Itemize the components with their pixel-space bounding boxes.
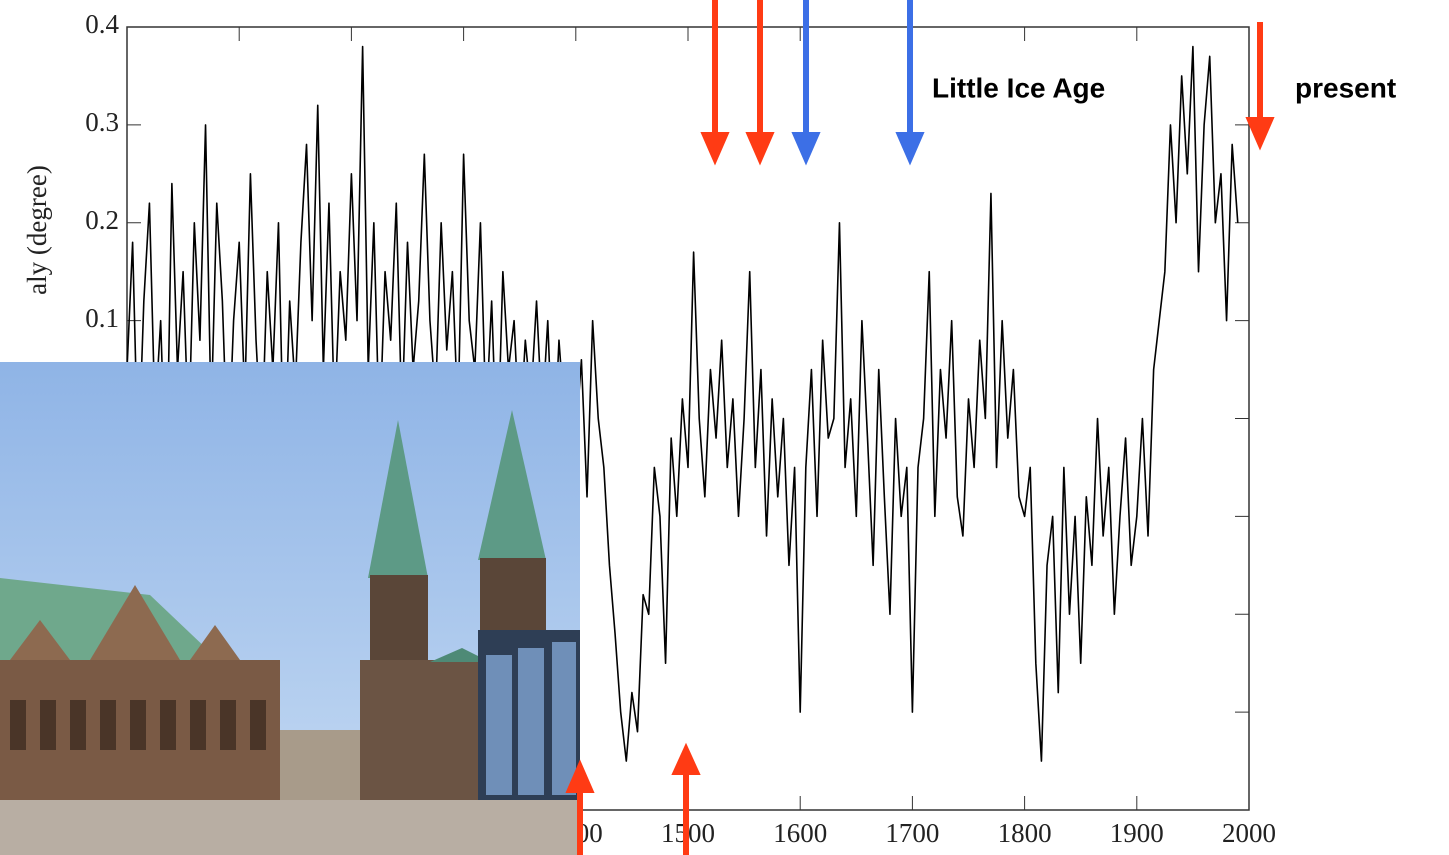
annotation: Little Ice Age: [932, 72, 1105, 103]
x-tick-label: 1900: [1110, 818, 1164, 848]
y-tick-label: -0.2: [76, 596, 119, 626]
x-tick-label: 1200: [324, 818, 378, 848]
x-tick-label: 1000: [100, 818, 154, 848]
x-tick-label: 1800: [998, 818, 1052, 848]
page: aly (degree) Little Ice Age present 1000…: [0, 0, 1449, 855]
y-tick-label: 0.2: [85, 205, 119, 235]
x-tick-label: 1400: [549, 818, 603, 848]
x-tick-label: 1100: [213, 818, 266, 848]
y-tick-label: 0.4: [85, 9, 119, 39]
x-tick-label: 1700: [885, 818, 939, 848]
y-tick-label: -0.1: [76, 499, 119, 529]
y-tick-label: -0.4: [76, 792, 119, 822]
y-axis-label: aly (degree): [22, 165, 52, 295]
y-tick-label: -0.3: [76, 694, 119, 724]
x-tick-label: 2000: [1222, 818, 1276, 848]
annotation: present: [1295, 72, 1396, 103]
data-line: [127, 47, 1238, 761]
y-tick-label: 0.3: [85, 107, 119, 137]
x-tick-label: 1500: [661, 818, 715, 848]
x-tick-label: 1600: [773, 818, 827, 848]
chart: aly (degree) Little Ice Age present 1000…: [0, 0, 1449, 855]
y-tick-label: 0.1: [85, 303, 119, 333]
y-tick-label: 0: [106, 401, 120, 431]
x-tick-label: 1300: [437, 818, 491, 848]
plot-frame: [127, 27, 1249, 810]
